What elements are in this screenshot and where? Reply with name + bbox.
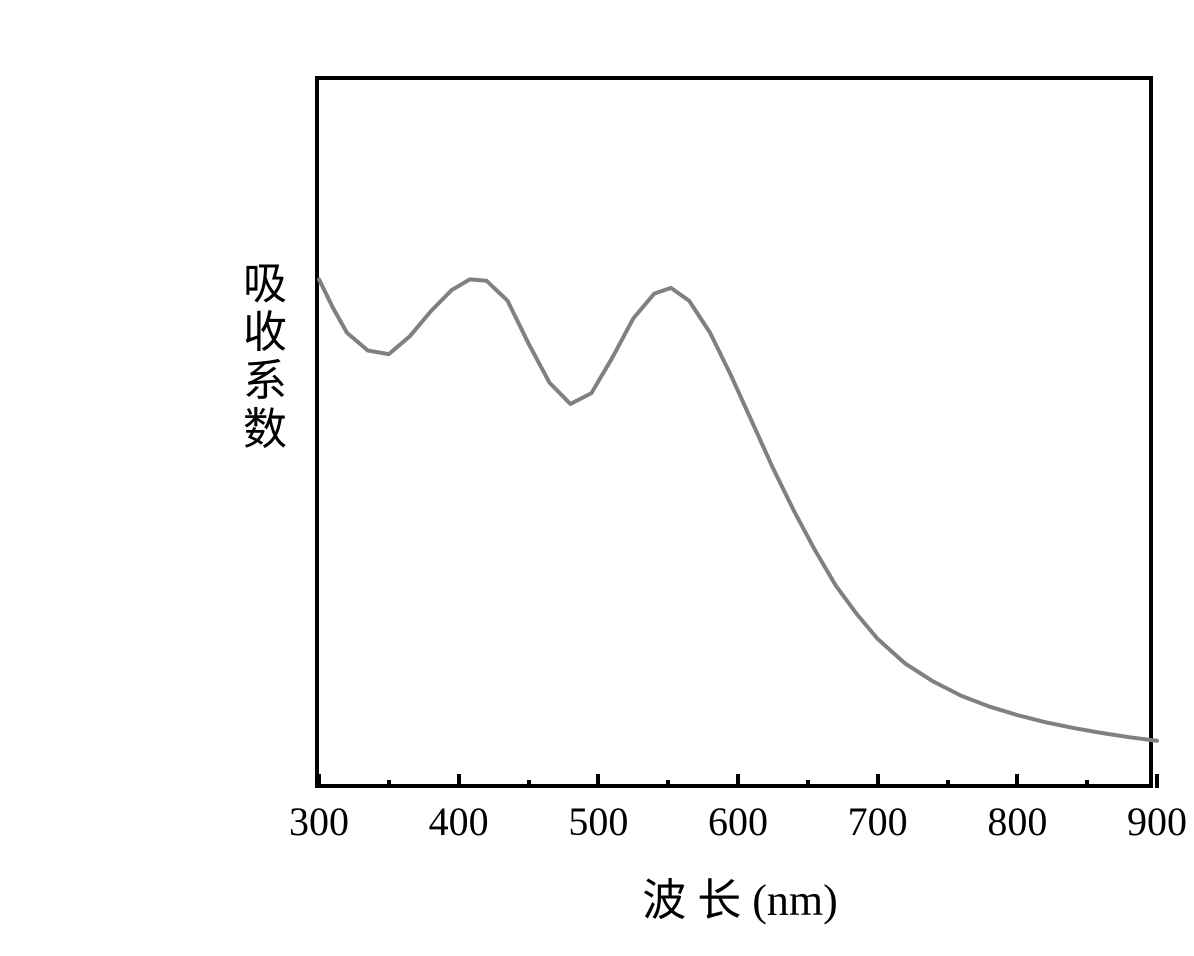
absorption-curve	[319, 80, 1157, 792]
x-tick-label: 600	[688, 798, 788, 845]
x-tick-label: 500	[548, 798, 648, 845]
x-tick-major	[596, 774, 600, 788]
x-tick-label: 400	[409, 798, 509, 845]
x-tick-minor	[666, 780, 670, 788]
x-tick-minor	[387, 780, 391, 788]
x-tick-label: 900	[1107, 798, 1194, 845]
x-tick-major	[736, 774, 740, 788]
x-tick-label: 800	[967, 798, 1067, 845]
x-tick-label: 700	[828, 798, 928, 845]
plot-area	[315, 76, 1153, 788]
x-tick-major	[457, 774, 461, 788]
x-tick-major	[1015, 774, 1019, 788]
x-tick-minor	[1085, 780, 1089, 788]
x-tick-major	[1155, 774, 1159, 788]
y-axis-title: 吸收系数	[228, 260, 292, 454]
x-tick-minor	[527, 780, 531, 788]
x-axis-title: 波 长 (nm)	[560, 864, 920, 928]
x-tick-minor	[946, 780, 950, 788]
x-tick-major	[876, 774, 880, 788]
x-tick-major	[317, 774, 321, 788]
x-tick-minor	[806, 780, 810, 788]
x-tick-label: 300	[269, 798, 369, 845]
